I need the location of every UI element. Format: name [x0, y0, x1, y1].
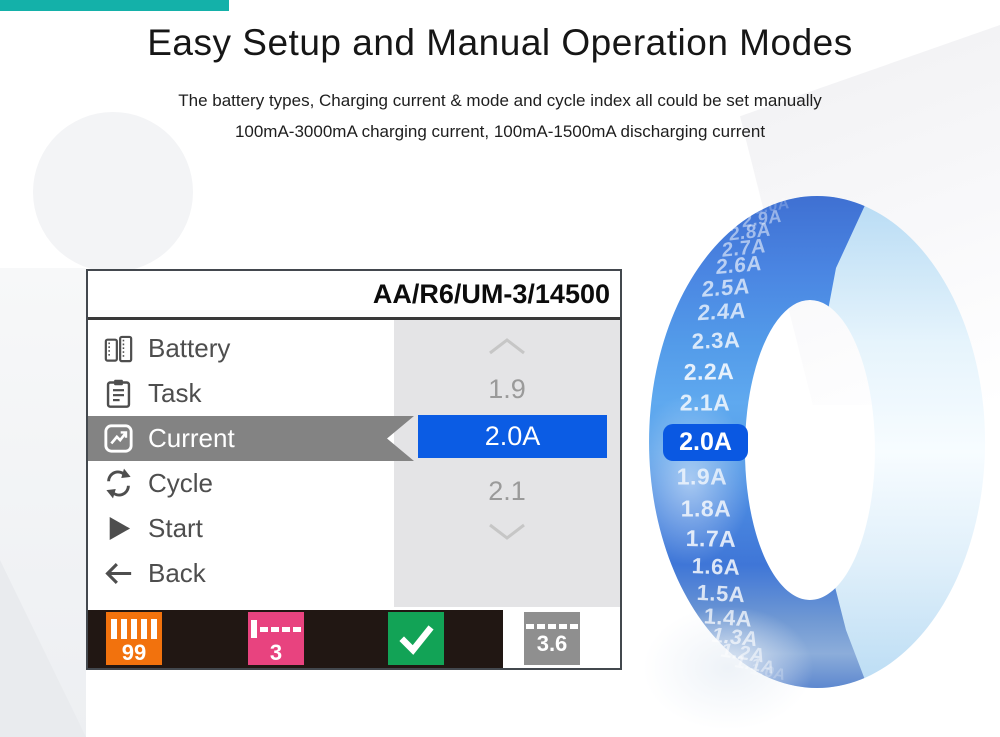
device-screen: AA/R6/UM-3/14500 1.9 2.0A 2.1	[86, 269, 622, 670]
dial-value-label: 2.1A	[679, 389, 731, 416]
cycle-count-value: 3	[269, 640, 283, 665]
value-below: 2.1	[488, 476, 526, 506]
dial-selected-value[interactable]: 2.0A	[663, 424, 748, 461]
battery-type-header: AA/R6/UM-3/14500	[88, 271, 620, 320]
menu-label: Cycle	[148, 468, 214, 498]
menu-item-start[interactable]: Start	[88, 506, 418, 551]
menu-label: Battery	[148, 333, 231, 363]
battery-level-chip: 99	[106, 612, 162, 665]
current-icon	[104, 424, 133, 453]
value-above: 1.9	[488, 374, 526, 404]
dial-band-graphic	[640, 196, 986, 730]
battery-icon	[104, 335, 133, 363]
screen-body: 1.9 2.0A 2.1 Battery	[88, 320, 620, 607]
back-arrow-icon	[105, 563, 132, 584]
cycle-progress-icon	[248, 619, 304, 639]
dial-value-label: 1.7A	[685, 525, 737, 552]
voltage-chip: 3.6	[524, 612, 580, 665]
menu-item-current[interactable]: Current	[88, 416, 418, 461]
start-icon	[109, 516, 131, 541]
chevron-up-icon[interactable]	[487, 337, 527, 355]
page-title: Easy Setup and Manual Operation Modes	[147, 22, 853, 63]
menu-label: Back	[148, 558, 206, 588]
task-icon	[106, 379, 131, 408]
menu-item-task[interactable]: Task	[88, 371, 418, 416]
selected-value-box[interactable]: 2.0A	[418, 415, 607, 458]
brand-accent-bar	[0, 0, 229, 11]
subtitle-line-1: The battery types, Charging current & mo…	[178, 91, 822, 110]
battery-bars-icon	[106, 619, 162, 639]
dial-value-label: 1.8A	[680, 495, 732, 522]
dial-value-label: 1.6A	[691, 553, 741, 580]
cycle-icon	[106, 468, 131, 499]
dial-value-label: 2.3A	[691, 327, 741, 354]
chevron-down-icon[interactable]	[487, 523, 527, 541]
subtitle-line-2: 100mA-3000mA charging current, 100mA-150…	[234, 122, 766, 141]
voltage-value: 3.6	[536, 631, 568, 656]
decor-circle	[33, 112, 193, 272]
menu-label: Start	[148, 513, 203, 543]
menu-item-cycle[interactable]: Cycle	[88, 461, 418, 506]
checkmark-icon	[399, 624, 434, 655]
menu-item-battery[interactable]: Battery	[88, 326, 418, 371]
status-ok-chip	[388, 612, 444, 665]
selected-row-highlight	[88, 416, 414, 461]
menu-item-back[interactable]: Back	[88, 551, 418, 596]
cycle-count-chip: 3	[248, 612, 304, 665]
dial-value-label: 2.4A	[696, 297, 748, 326]
menu-label: Current	[148, 423, 235, 453]
dashes-icon	[524, 624, 580, 630]
menu-label: Task	[148, 378, 202, 408]
value-selector-panel: 1.9 2.0A 2.1	[394, 320, 620, 607]
dial-value-label: 1.9A	[676, 463, 728, 490]
battery-percent-value: 99	[121, 640, 147, 665]
dial-value-label: 2.2A	[683, 358, 735, 385]
current-dial-ring: 3.0A 2.9A 2.8A 2.7A 2.6A 2.5A 2.4A 2.3A 2.2A 2.1A…	[640, 190, 1000, 735]
status-bar: 99 3 3.6	[88, 610, 620, 668]
